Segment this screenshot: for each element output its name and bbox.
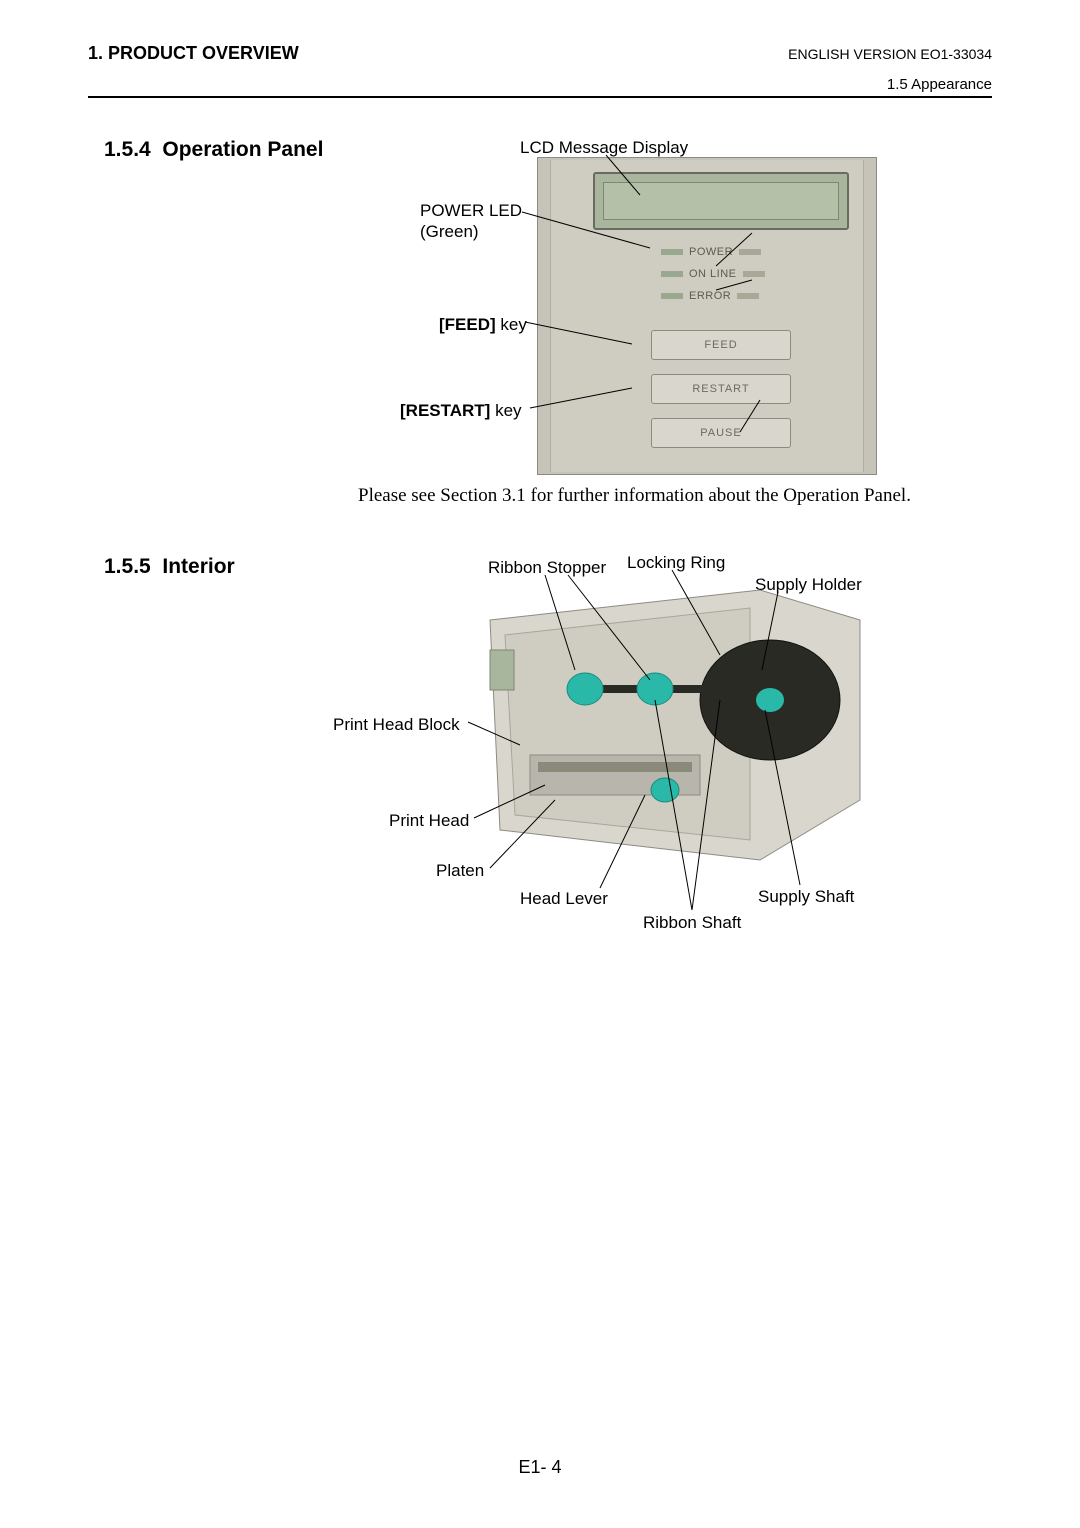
page-footer: E1- 4 xyxy=(0,1457,1080,1478)
interior-leader-lines xyxy=(0,0,1080,960)
